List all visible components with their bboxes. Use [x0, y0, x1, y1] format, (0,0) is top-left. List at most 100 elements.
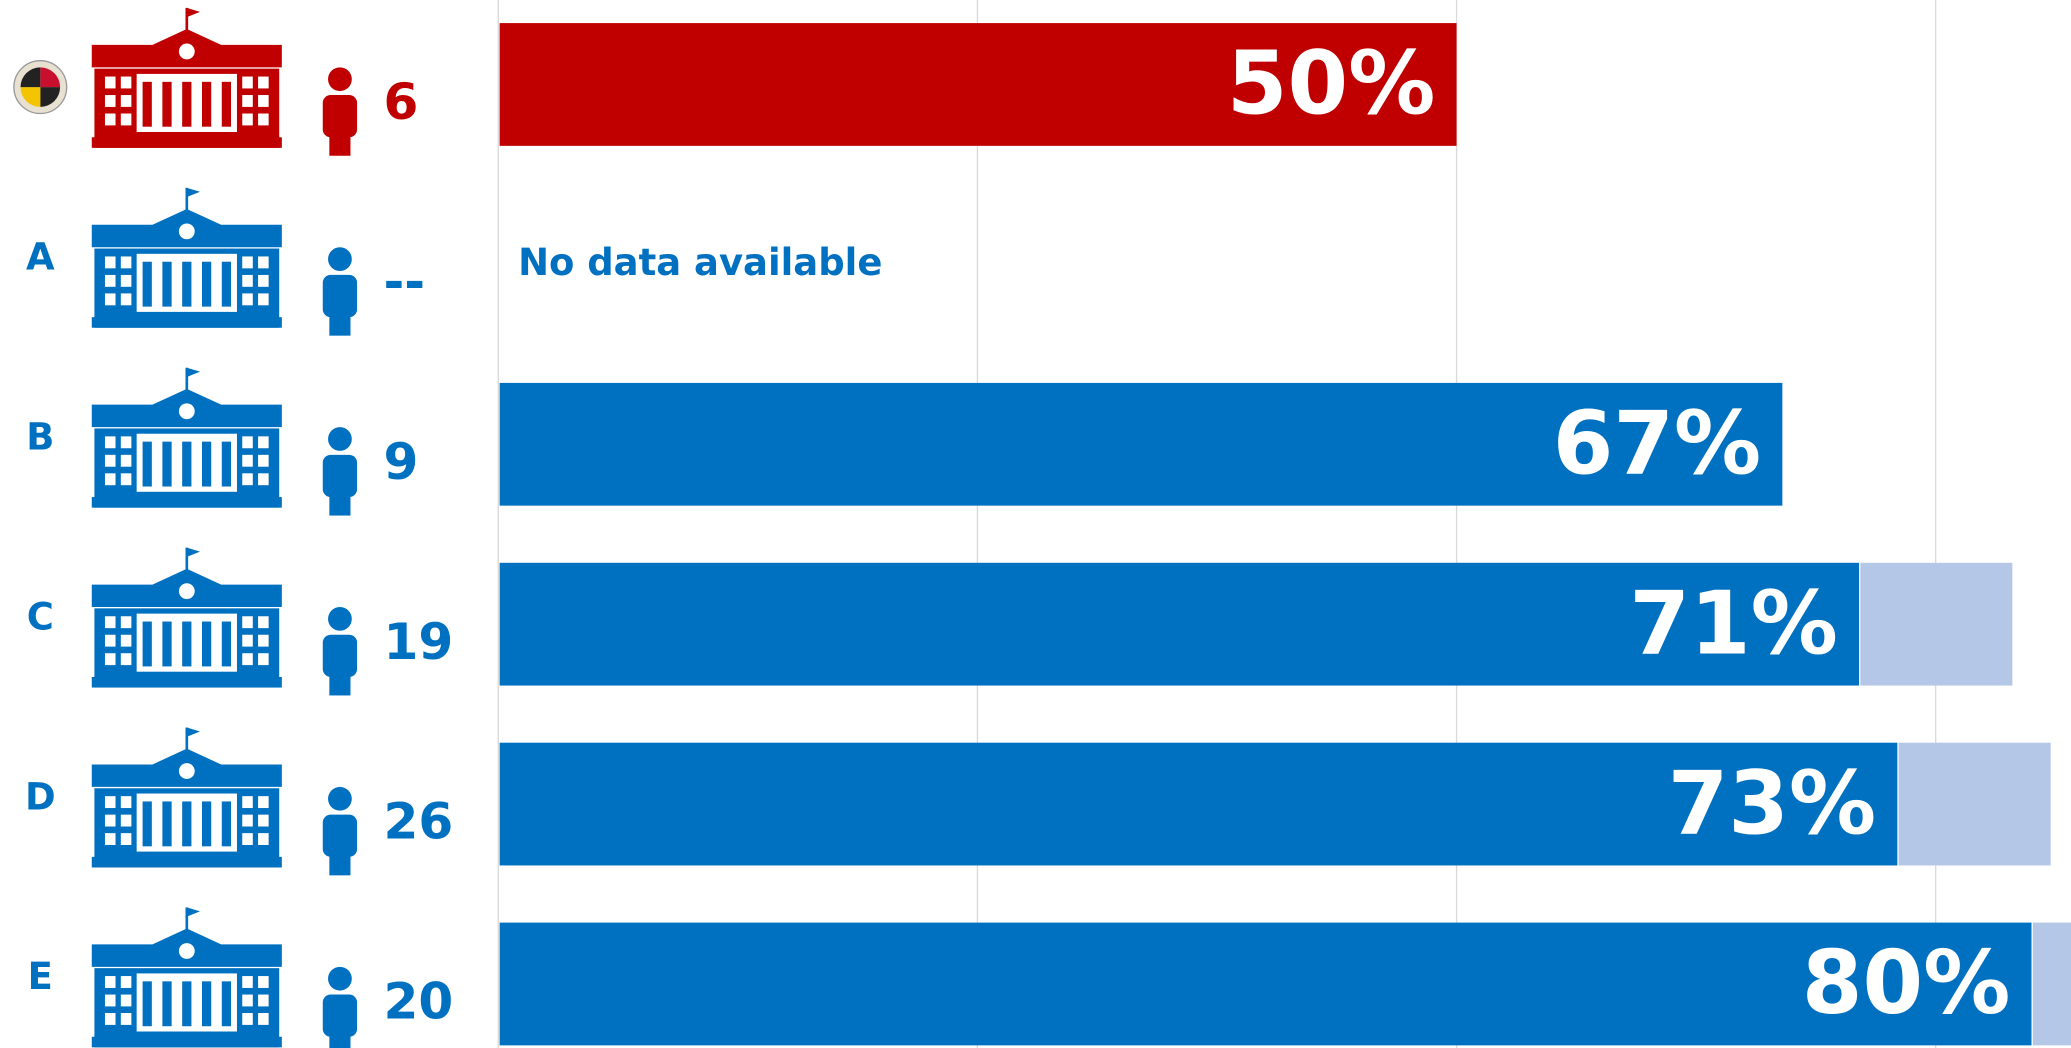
window: [120, 95, 132, 107]
window: [104, 653, 116, 666]
window: [104, 293, 116, 306]
base: [91, 137, 282, 148]
column: [221, 81, 232, 127]
logo-q3: [20, 87, 41, 107]
head: [328, 67, 352, 92]
window: [120, 436, 132, 449]
window: [242, 796, 253, 809]
row-label: B: [26, 415, 54, 458]
column: [162, 441, 172, 487]
torso: [322, 274, 358, 318]
column: [182, 441, 192, 487]
value-label: 50%: [1227, 33, 1436, 135]
column: [201, 441, 212, 487]
window: [120, 634, 132, 647]
bar: [499, 562, 1860, 686]
column: [162, 81, 172, 127]
window: [242, 113, 253, 126]
flag: [186, 907, 201, 917]
roof-window: [178, 763, 195, 780]
window: [104, 113, 116, 126]
window: [104, 796, 116, 809]
row-label: C: [27, 595, 54, 638]
legs: [329, 1026, 351, 1048]
column: [162, 801, 172, 847]
window: [258, 454, 269, 467]
window: [104, 994, 116, 1007]
count-label: 9: [383, 432, 418, 491]
column: [221, 801, 232, 847]
window: [120, 616, 132, 629]
column: [221, 261, 232, 307]
window: [120, 274, 132, 287]
count-label: --: [383, 252, 425, 311]
value-label: 67%: [1553, 392, 1762, 494]
column: [142, 801, 152, 847]
person-icon: [322, 67, 358, 156]
bar-extension: [1898, 742, 2051, 866]
flag: [186, 367, 201, 377]
window: [104, 95, 116, 107]
column: [142, 981, 152, 1027]
count-label: 26: [383, 792, 453, 851]
window: [104, 274, 116, 287]
count-label: 6: [383, 72, 418, 131]
column: [162, 621, 172, 667]
building-icon: [91, 727, 282, 868]
logo-q4: [20, 67, 41, 88]
window: [242, 76, 253, 89]
column: [201, 981, 212, 1027]
bar: [499, 382, 1783, 506]
column: [182, 81, 192, 127]
window: [258, 994, 269, 1007]
window: [242, 454, 253, 467]
column: [142, 621, 152, 667]
window: [120, 113, 132, 126]
value-label: 73%: [1668, 752, 1877, 854]
window: [120, 796, 132, 809]
column: [201, 81, 212, 127]
window: [120, 76, 132, 89]
column: [201, 261, 212, 307]
window: [242, 1013, 253, 1025]
person-icon: [322, 247, 358, 336]
bar-extension: [1860, 562, 2013, 686]
window: [258, 833, 269, 845]
person-icon: [322, 607, 358, 696]
head: [328, 427, 352, 451]
base: [91, 497, 282, 508]
legs: [329, 666, 351, 696]
bar: [499, 742, 1898, 866]
window: [104, 454, 116, 467]
flag: [186, 7, 201, 18]
window: [104, 436, 116, 449]
window: [258, 274, 269, 287]
logo-q1: [40, 67, 61, 88]
window: [242, 634, 253, 647]
legs: [329, 486, 351, 516]
bar: [499, 922, 2032, 1046]
window: [120, 994, 132, 1007]
window: [104, 616, 116, 629]
window: [258, 616, 269, 629]
window: [258, 95, 269, 107]
window: [242, 293, 253, 306]
window: [104, 256, 116, 269]
window: [120, 454, 132, 467]
flag: [186, 727, 201, 737]
legs: [329, 846, 351, 876]
roof-window: [178, 223, 195, 240]
window: [258, 473, 269, 486]
building-icon: [91, 187, 282, 328]
head: [328, 786, 352, 811]
column: [221, 981, 232, 1027]
column: [182, 981, 192, 1027]
row-label: D: [25, 775, 56, 818]
row-label: E: [28, 955, 53, 998]
legs: [329, 306, 351, 336]
window: [104, 76, 116, 89]
flag: [186, 187, 201, 198]
roof-window: [178, 943, 195, 959]
window: [120, 976, 132, 988]
